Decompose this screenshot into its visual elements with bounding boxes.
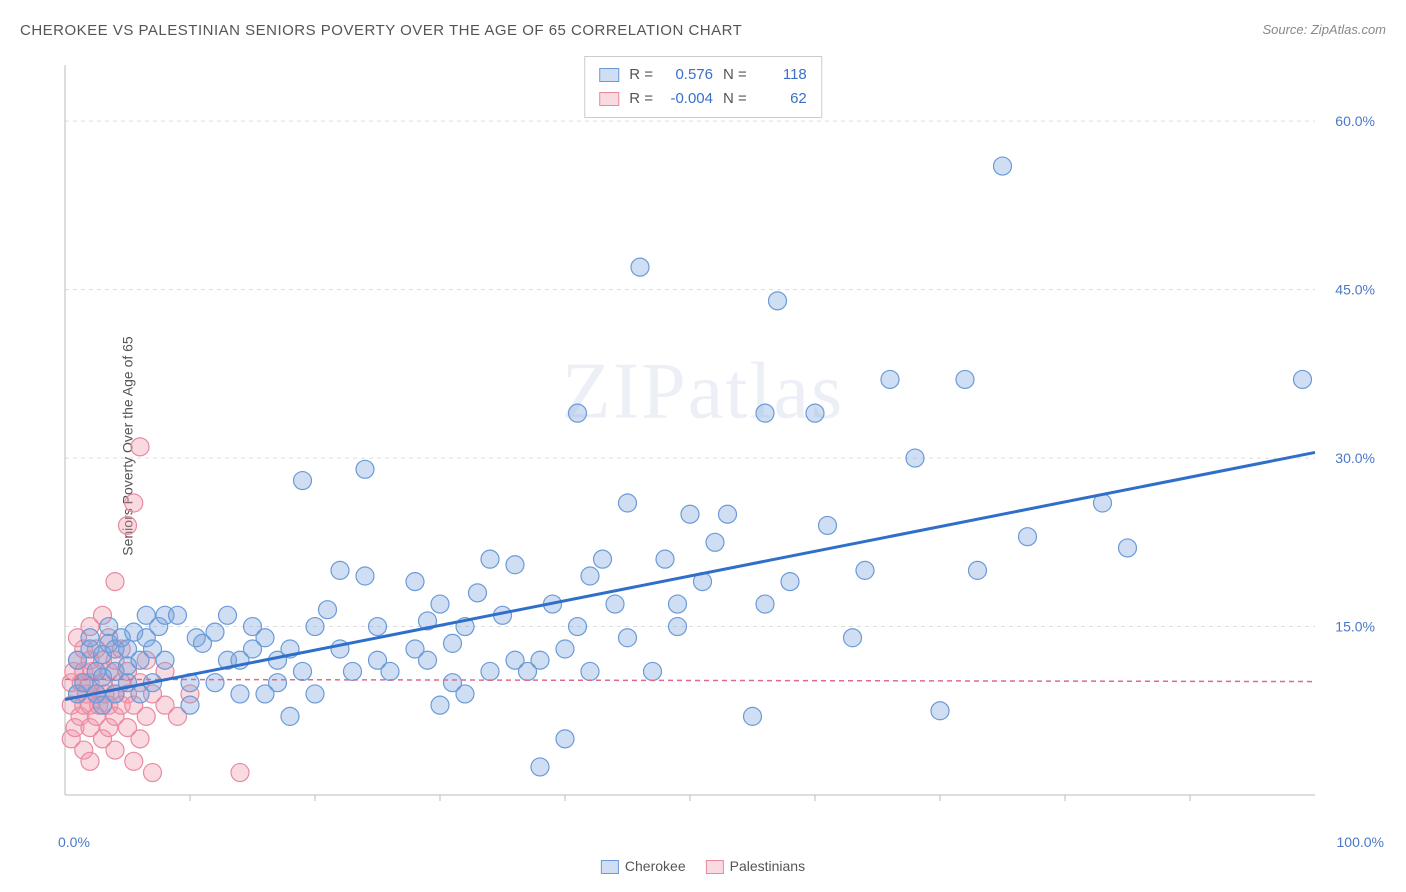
svg-text:45.0%: 45.0% [1335,282,1375,298]
legend-bottom: Cherokee Palestinians [601,858,805,874]
source-credit: Source: ZipAtlas.com [1262,22,1386,37]
scatter-plot: 15.0% 30.0% 45.0% 60.0% [55,55,1385,825]
legend-swatch-cherokee [601,860,619,874]
plot-svg: 15.0% 30.0% 45.0% 60.0% [55,55,1385,825]
chart-title: CHEROKEE VS PALESTINIAN SENIORS POVERTY … [20,22,742,39]
legend-item-palestinians: Palestinians [706,858,806,874]
x-axis-min-label: 0.0% [58,834,90,850]
legend-item-cherokee: Cherokee [601,858,686,874]
x-axis-max-label: 100.0% [1337,834,1384,850]
legend-swatch-palestinians [706,860,724,874]
svg-text:30.0%: 30.0% [1335,450,1375,466]
svg-text:60.0%: 60.0% [1335,113,1375,129]
svg-text:15.0%: 15.0% [1335,619,1375,635]
